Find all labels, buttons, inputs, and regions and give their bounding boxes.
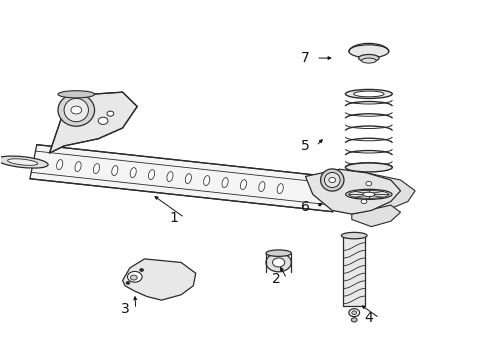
- Ellipse shape: [320, 169, 343, 191]
- Text: 4: 4: [364, 311, 372, 325]
- Polygon shape: [49, 92, 137, 153]
- Bar: [343, 235, 364, 306]
- Ellipse shape: [130, 275, 137, 280]
- Ellipse shape: [58, 91, 94, 98]
- Polygon shape: [366, 173, 414, 211]
- Ellipse shape: [265, 253, 291, 272]
- Ellipse shape: [185, 174, 191, 184]
- Ellipse shape: [7, 159, 38, 165]
- Ellipse shape: [324, 172, 339, 188]
- Text: 2: 2: [271, 271, 280, 285]
- Ellipse shape: [240, 180, 246, 190]
- Ellipse shape: [57, 159, 62, 170]
- Ellipse shape: [64, 98, 88, 122]
- Ellipse shape: [351, 311, 356, 315]
- Polygon shape: [351, 205, 400, 226]
- Ellipse shape: [203, 176, 209, 185]
- Ellipse shape: [362, 192, 374, 197]
- Ellipse shape: [358, 54, 378, 62]
- Ellipse shape: [365, 181, 371, 186]
- Ellipse shape: [258, 182, 264, 192]
- Text: 1: 1: [169, 211, 178, 225]
- Ellipse shape: [272, 258, 284, 267]
- Ellipse shape: [361, 58, 375, 63]
- Polygon shape: [122, 259, 195, 300]
- Ellipse shape: [75, 162, 81, 172]
- Ellipse shape: [130, 168, 136, 177]
- Ellipse shape: [328, 177, 335, 183]
- Ellipse shape: [345, 89, 391, 98]
- Ellipse shape: [127, 271, 142, 282]
- Ellipse shape: [265, 250, 291, 256]
- Polygon shape: [305, 169, 400, 214]
- Ellipse shape: [360, 199, 366, 204]
- Ellipse shape: [166, 172, 173, 181]
- Ellipse shape: [350, 318, 356, 322]
- Ellipse shape: [348, 309, 359, 317]
- Ellipse shape: [345, 163, 391, 172]
- Text: 5: 5: [301, 139, 309, 153]
- Ellipse shape: [98, 117, 108, 125]
- Text: 6: 6: [301, 200, 309, 214]
- Ellipse shape: [126, 282, 130, 284]
- Ellipse shape: [58, 94, 94, 126]
- Ellipse shape: [0, 156, 48, 168]
- Ellipse shape: [348, 45, 388, 58]
- Ellipse shape: [341, 232, 366, 239]
- Ellipse shape: [93, 163, 99, 174]
- Ellipse shape: [222, 177, 228, 188]
- Polygon shape: [30, 145, 339, 212]
- Ellipse shape: [112, 166, 118, 176]
- Ellipse shape: [140, 269, 143, 271]
- Ellipse shape: [148, 170, 154, 180]
- Text: 7: 7: [301, 51, 309, 65]
- Text: 3: 3: [121, 302, 129, 316]
- Ellipse shape: [353, 91, 383, 97]
- Ellipse shape: [345, 189, 391, 199]
- Ellipse shape: [277, 184, 283, 194]
- Ellipse shape: [71, 106, 81, 114]
- Ellipse shape: [107, 111, 114, 116]
